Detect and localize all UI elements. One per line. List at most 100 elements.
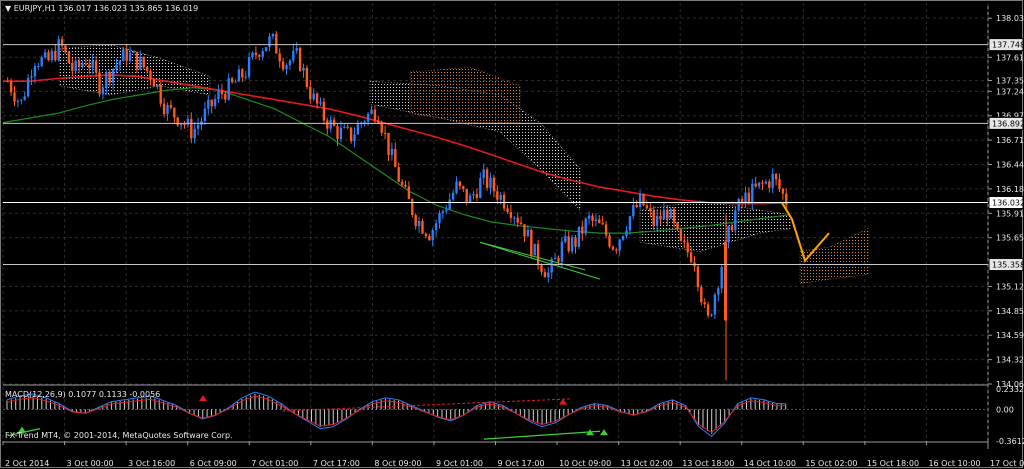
bearish-candle <box>509 212 513 218</box>
bearish-candle <box>98 72 101 95</box>
bearish-candle <box>543 272 547 278</box>
bullish-candle <box>237 69 241 82</box>
bullish-candle <box>564 236 567 242</box>
signal-arrow-icon <box>199 395 207 402</box>
bearish-candle <box>407 186 411 200</box>
bullish-candle <box>37 65 40 67</box>
bearish-candle <box>54 50 57 61</box>
bullish-candle <box>292 50 295 61</box>
bullish-candle <box>363 121 366 123</box>
bullish-candle <box>122 48 125 62</box>
bullish-candle <box>217 90 220 100</box>
price-tick-label: 138.035 <box>996 14 1024 23</box>
moving-average-green <box>2 87 791 234</box>
macd-signal-line <box>6 395 786 433</box>
bearish-candle <box>387 132 390 155</box>
projection-zigzag <box>781 202 830 263</box>
bearish-candle <box>173 107 176 118</box>
bearish-candle <box>428 236 431 241</box>
bullish-candle <box>499 194 502 200</box>
bearish-candle <box>176 117 179 126</box>
bearish-candle <box>519 222 523 225</box>
bearish-candle <box>496 191 499 200</box>
time-tick-label: 7 Oct 17:00 <box>313 459 360 468</box>
bearish-candle <box>523 224 526 237</box>
price-tag-label: 136.892 <box>992 119 1024 128</box>
bearish-candle <box>397 167 400 182</box>
time-tick-label: 9 Oct 17:00 <box>498 459 545 468</box>
time-tick-label: 9 Oct 01:00 <box>436 459 483 468</box>
bullish-candle <box>625 230 628 236</box>
price-tag-label: 137.748 <box>992 41 1024 50</box>
bearish-candle <box>781 188 785 194</box>
time-tick-label: 8 Oct 09:00 <box>374 459 421 468</box>
bullish-candle <box>302 67 305 71</box>
bullish-candle <box>20 99 23 101</box>
bullish-candle <box>445 209 448 212</box>
bullish-candle <box>91 60 94 68</box>
bearish-candle <box>145 67 149 71</box>
bearish-candle <box>604 224 608 236</box>
bullish-candle <box>132 51 135 53</box>
bearish-candle <box>60 39 64 46</box>
bearish-candle <box>346 126 349 128</box>
bearish-candle <box>611 246 615 250</box>
bearish-candle <box>761 182 764 184</box>
time-tick-label: 10 Oct 09:00 <box>559 459 611 468</box>
bearish-candle <box>394 149 397 168</box>
price-tag-label: 135.358 <box>992 261 1024 270</box>
bearish-candle <box>683 240 686 243</box>
bearish-candle <box>696 266 700 287</box>
price-tick-label: 134.590 <box>996 331 1024 340</box>
bullish-candle <box>339 127 343 139</box>
bearish-candle <box>230 78 234 83</box>
bullish-candle <box>166 105 169 115</box>
bullish-candle <box>200 120 203 125</box>
bullish-candle <box>40 57 43 66</box>
bullish-candle <box>489 177 492 188</box>
bullish-candle <box>513 217 516 219</box>
bearish-candle <box>9 81 13 93</box>
bearish-candle <box>475 194 479 198</box>
bearish-candle <box>220 90 224 95</box>
bullish-candle <box>434 223 438 231</box>
bearish-candle <box>747 192 751 203</box>
bearish-candle <box>574 237 577 247</box>
bearish-candle <box>601 223 604 225</box>
price-tick-label: 137.358 <box>996 76 1024 85</box>
macd-divergence-line <box>279 398 571 412</box>
bearish-candle <box>67 51 71 64</box>
bullish-candle <box>366 113 370 122</box>
bullish-candle <box>101 87 105 95</box>
price-tick-label: 136.445 <box>996 161 1024 170</box>
bullish-candle <box>23 96 26 100</box>
bearish-candle <box>635 204 638 208</box>
bearish-candle <box>740 198 744 203</box>
bearish-candle <box>768 181 771 188</box>
bullish-candle <box>734 210 737 231</box>
bearish-candle <box>254 52 258 56</box>
bearish-candle <box>309 86 312 100</box>
bullish-candle <box>587 215 591 219</box>
price-tag <box>988 196 1024 210</box>
bearish-candle <box>672 209 676 223</box>
bullish-candle <box>662 209 666 220</box>
bearish-candle <box>465 189 468 203</box>
bullish-candle <box>441 211 445 214</box>
bullish-candle <box>156 84 159 87</box>
bearish-candle <box>414 215 417 226</box>
bearish-candle <box>649 208 652 211</box>
bearish-candle <box>149 70 152 80</box>
price-tick-label: 137.610 <box>996 53 1024 62</box>
bullish-candle <box>370 109 373 114</box>
time-tick-label: 14 Oct 10:00 <box>744 459 796 468</box>
bullish-candle <box>669 209 672 219</box>
signal-arrow-icon <box>600 429 608 436</box>
macd-tick-label: 0.00 <box>996 405 1014 414</box>
bearish-candle <box>730 226 734 231</box>
copyright-footer: FX-Trend MT4, © 2001-2014, MetaQuotes So… <box>5 431 233 440</box>
price-tick-label: 135.120 <box>996 282 1024 291</box>
